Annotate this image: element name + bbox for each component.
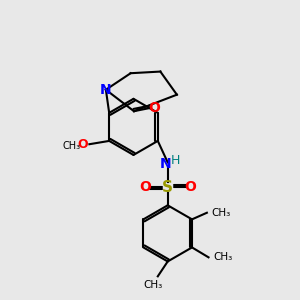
- Text: O: O: [184, 180, 196, 194]
- Text: CH₃: CH₃: [214, 252, 233, 262]
- Text: N: N: [160, 157, 172, 171]
- Text: N: N: [100, 83, 112, 97]
- Text: H: H: [170, 154, 180, 167]
- Text: O: O: [77, 138, 88, 151]
- Text: CH₃: CH₃: [212, 208, 231, 218]
- Text: S: S: [162, 180, 173, 195]
- Text: CH₃: CH₃: [143, 280, 163, 290]
- Text: O: O: [140, 180, 152, 194]
- Text: O: O: [148, 101, 160, 115]
- Text: CH₃: CH₃: [62, 141, 80, 151]
